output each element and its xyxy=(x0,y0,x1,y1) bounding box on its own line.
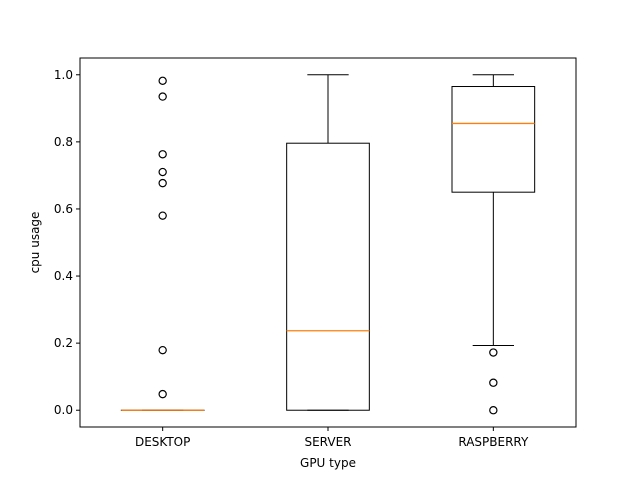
box xyxy=(451,86,536,193)
outlier-point xyxy=(489,406,498,415)
outlier-point xyxy=(158,178,167,188)
x-axis: DESKTOP SERVER RASPBERRY xyxy=(135,427,529,449)
y-axis: 0.0 0.2 0.4 0.6 0.8 1.0 xyxy=(54,68,80,417)
y-tick-label: 0.6 xyxy=(54,202,73,216)
y-tick-label: 0.2 xyxy=(54,336,73,350)
x-tick-label: RASPBERRY xyxy=(458,435,529,449)
y-tick-label: 0.8 xyxy=(54,135,73,149)
y-tick-label: 0.0 xyxy=(54,403,73,417)
outlier-point xyxy=(489,348,498,357)
plot-content xyxy=(120,74,536,415)
outlier-point xyxy=(158,389,167,399)
y-axis-label: cpu usage xyxy=(28,212,42,274)
x-tick-label: DESKTOP xyxy=(135,435,190,449)
outlier-point xyxy=(158,150,167,159)
x-axis-label: GPU type xyxy=(300,456,356,470)
outlier-point xyxy=(158,167,167,177)
box-group-desktop xyxy=(120,76,205,411)
outlier-point xyxy=(158,345,167,355)
box-group-server xyxy=(286,74,370,411)
outlier-point xyxy=(158,92,167,101)
box xyxy=(286,142,370,411)
box-group-raspberry xyxy=(451,74,536,415)
outlier-point xyxy=(489,378,498,387)
outlier-point xyxy=(158,211,167,220)
outlier-point xyxy=(158,76,167,86)
y-tick-label: 0.4 xyxy=(54,269,73,283)
x-tick-label: SERVER xyxy=(304,435,351,449)
y-tick-label: 1.0 xyxy=(54,68,73,82)
